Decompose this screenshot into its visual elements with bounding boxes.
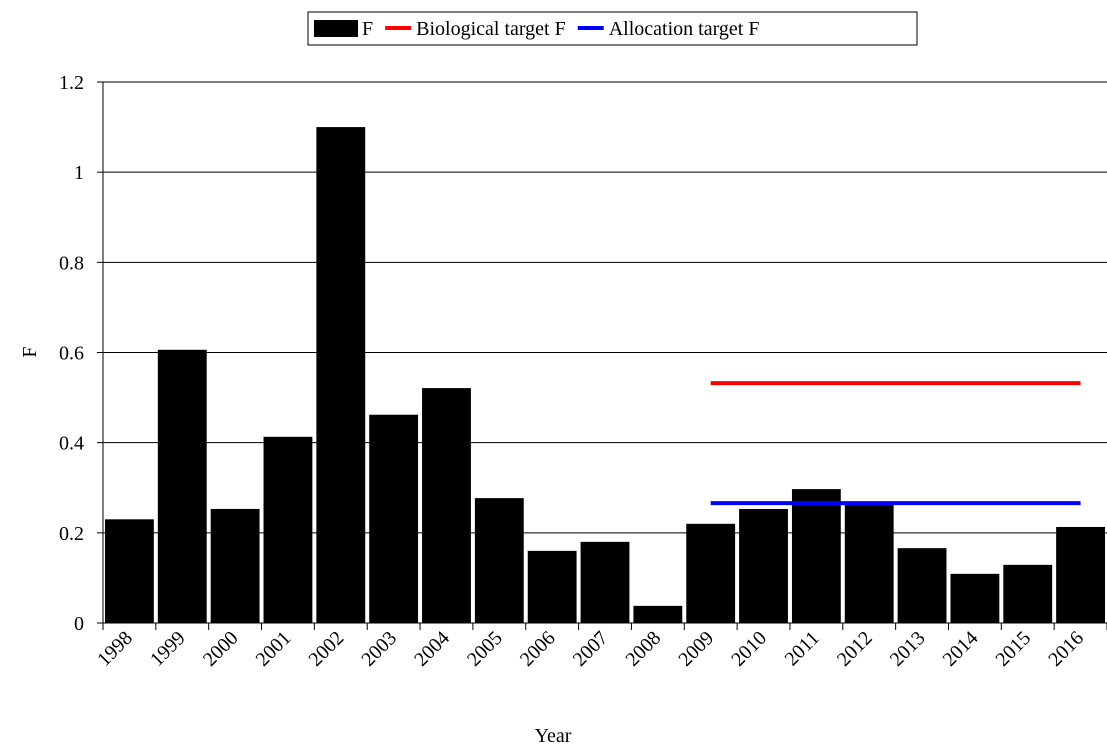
y-tick-label: 1.2 <box>59 72 84 94</box>
x-tick-label: 2015 <box>991 627 1035 671</box>
x-tick-label: 2008 <box>622 627 666 671</box>
legend-label: F <box>362 18 373 40</box>
y-tick-label: 0.8 <box>59 252 84 274</box>
x-tick-label: 2014 <box>939 627 983 671</box>
x-tick-label: 2003 <box>357 627 401 671</box>
x-tick-label: 1998 <box>93 627 137 671</box>
bar <box>369 414 419 623</box>
legend-swatch <box>314 20 358 37</box>
bar <box>686 523 736 623</box>
bar <box>210 508 260 623</box>
legend-label: Allocation target F <box>609 18 760 40</box>
bar <box>263 436 313 623</box>
x-tick-label: 2010 <box>727 627 771 671</box>
bar <box>1003 564 1053 623</box>
y-axis-title: F <box>19 346 41 357</box>
x-tick-label: 2004 <box>410 627 454 671</box>
x-tick-label: 2009 <box>674 627 718 671</box>
bar <box>474 498 524 623</box>
bar <box>791 489 841 623</box>
x-tick-label: 2002 <box>304 627 348 671</box>
x-axis-title: Year <box>535 725 572 747</box>
x-tick-label: 2001 <box>252 627 296 671</box>
x-tick-label: 2012 <box>833 627 877 671</box>
x-tick-label: 2007 <box>569 627 613 671</box>
bar <box>1056 526 1105 623</box>
bar <box>157 349 207 623</box>
x-tick-label: 2005 <box>463 627 507 671</box>
bar <box>950 573 1000 623</box>
y-tick-label: 0 <box>74 613 84 635</box>
legend-label: Biological target F <box>416 18 566 40</box>
x-tick-label: 2013 <box>886 627 930 671</box>
x-tick-label: 2006 <box>516 627 560 671</box>
y-tick-label: 0.2 <box>59 523 84 545</box>
y-tick-label: 0.4 <box>59 433 84 455</box>
x-tick-label: 2011 <box>781 627 824 670</box>
x-tick-label: 2000 <box>199 627 243 671</box>
bar <box>316 127 366 623</box>
bar <box>633 605 683 623</box>
y-tick-label: 0.6 <box>59 343 84 365</box>
bar <box>527 550 577 623</box>
bar <box>739 508 788 623</box>
bar <box>105 519 154 623</box>
bar <box>897 548 947 623</box>
bar <box>422 388 471 623</box>
x-tick-label: 2016 <box>1044 627 1088 671</box>
x-tick-label: 1999 <box>146 627 190 671</box>
bar <box>580 541 630 623</box>
bar <box>844 503 894 623</box>
y-tick-label: 1 <box>74 162 84 184</box>
